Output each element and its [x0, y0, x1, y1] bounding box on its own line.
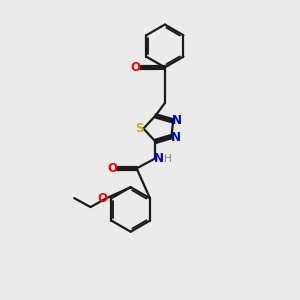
Text: N: N: [171, 131, 181, 144]
Text: O: O: [98, 192, 107, 205]
Text: S: S: [135, 122, 143, 135]
Text: H: H: [164, 154, 172, 164]
Text: O: O: [131, 61, 141, 74]
Text: O: O: [107, 162, 117, 175]
Text: N: N: [172, 114, 182, 127]
Text: N: N: [154, 152, 164, 165]
